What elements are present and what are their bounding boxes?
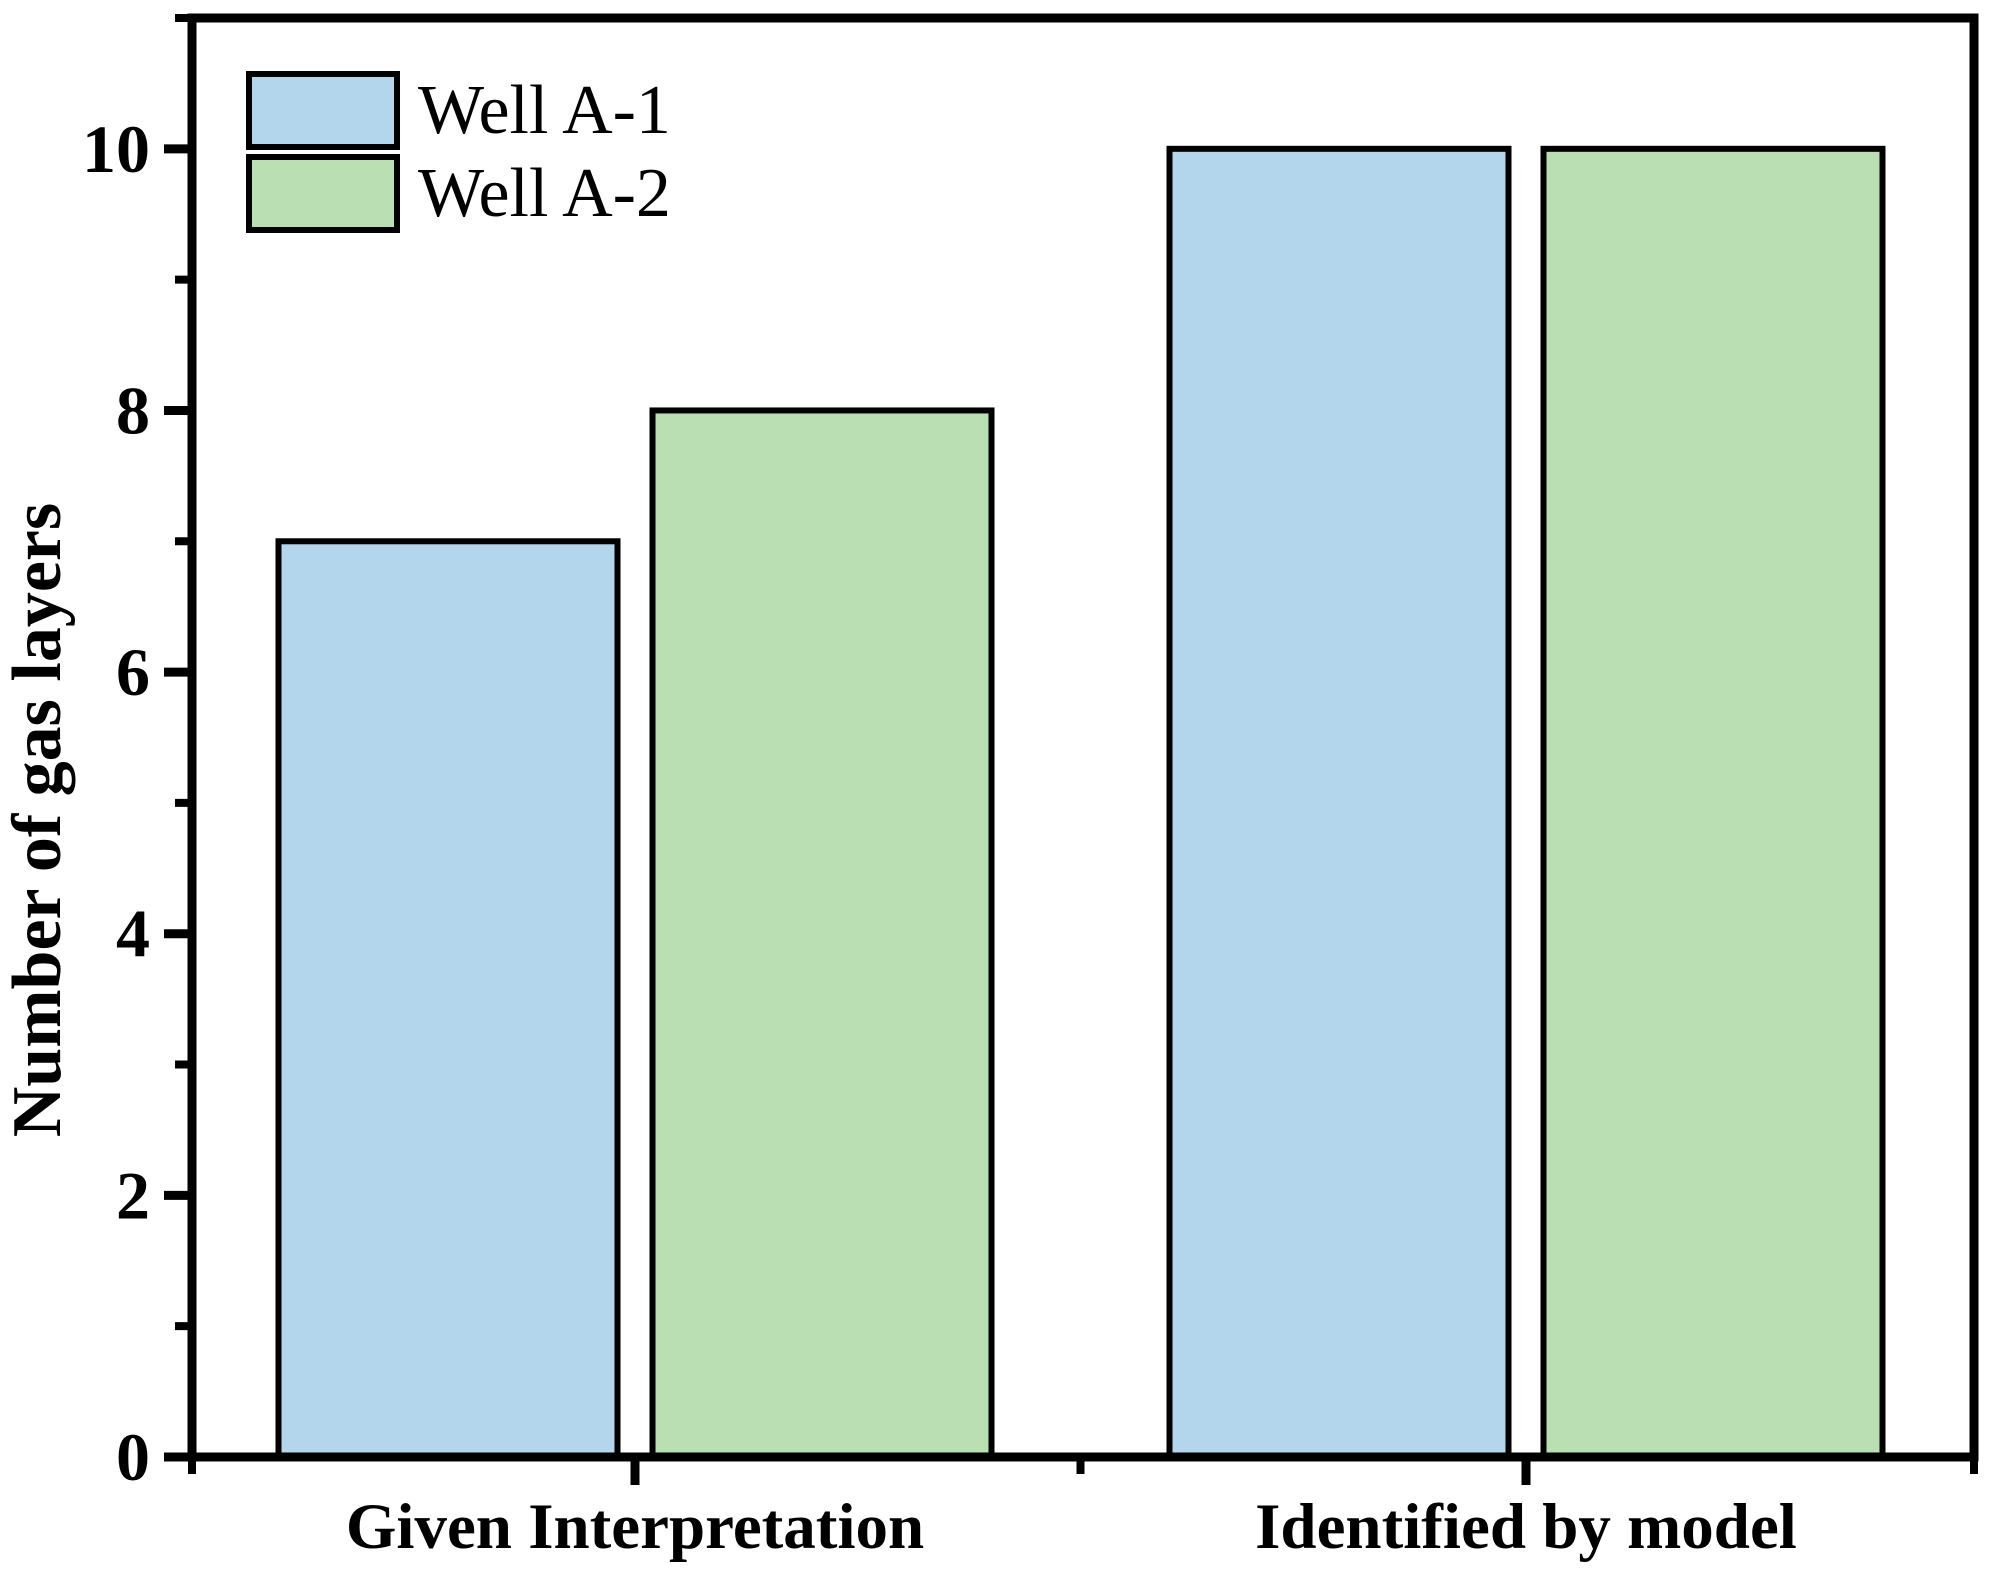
x-category-label-given-interpretation: Given Interpretation (345, 1491, 925, 1563)
bar-well-a-2-given-interpretation (649, 407, 995, 1460)
legend-swatch-well-a-1 (246, 71, 400, 150)
x-category-label-identified-by-model: Identified by model (1255, 1491, 1797, 1563)
y-tick-label-6: 6 (116, 634, 150, 710)
bar-well-a-2-identified-by-model (1540, 145, 1886, 1460)
y-tick-label-0: 0 (116, 1419, 150, 1495)
legend-label-well-a-1: Well A-1 (418, 72, 671, 149)
bar-well-a-1-given-interpretation (275, 538, 621, 1460)
y-axis-title: Number of gas layers (0, 502, 76, 1138)
y-tick-label-2: 2 (116, 1157, 150, 1233)
y-tick-label-4: 4 (116, 896, 150, 972)
legend-label-well-a-2: Well A-2 (418, 155, 671, 232)
y-tick-label-10: 10 (82, 111, 150, 187)
y-tick-label-8: 8 (116, 372, 150, 448)
bar-well-a-1-identified-by-model (1166, 145, 1512, 1460)
legend-swatch-well-a-2 (246, 154, 400, 233)
